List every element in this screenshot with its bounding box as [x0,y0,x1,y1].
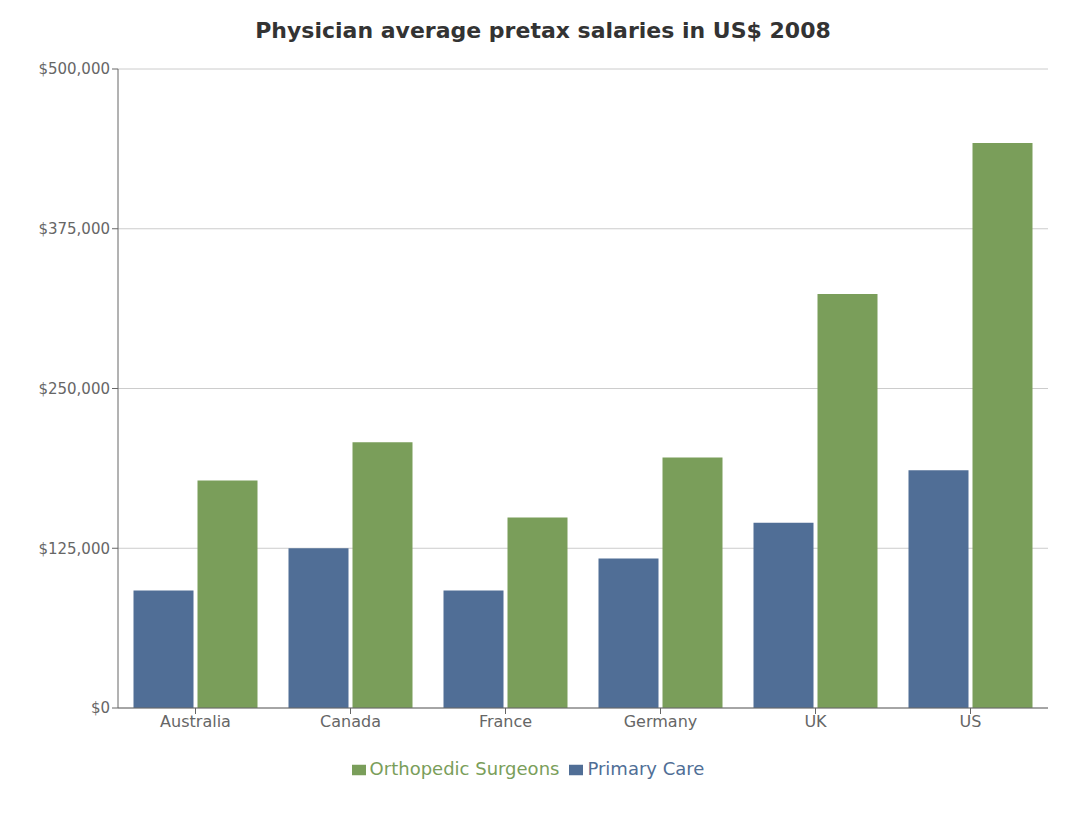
html-text:Physician average pretax salar: Physician average pretax salaries in US$… [255,18,831,43]
svg-text:$375,000: $375,000 [38,220,110,238]
svg-text:UK: UK [804,712,827,731]
svg-text:$250,000: $250,000 [38,380,110,398]
html-text:Orthopedic Surgeons: Orthopedic Surgeons [369,758,560,779]
svg-text:France: France [479,712,532,731]
svg-text:Canada: Canada [320,712,381,731]
svg-text:Germany: Germany [624,712,698,731]
svg-text:Australia: Australia [160,712,231,731]
svg-text:$125,000: $125,000 [38,540,110,558]
html-text:Primary Care: Primary Care [587,758,705,779]
svg-text:$0: $0 [91,699,110,717]
svg-text:US: US [960,712,982,731]
svg-text:$500,000: $500,000 [38,60,110,78]
